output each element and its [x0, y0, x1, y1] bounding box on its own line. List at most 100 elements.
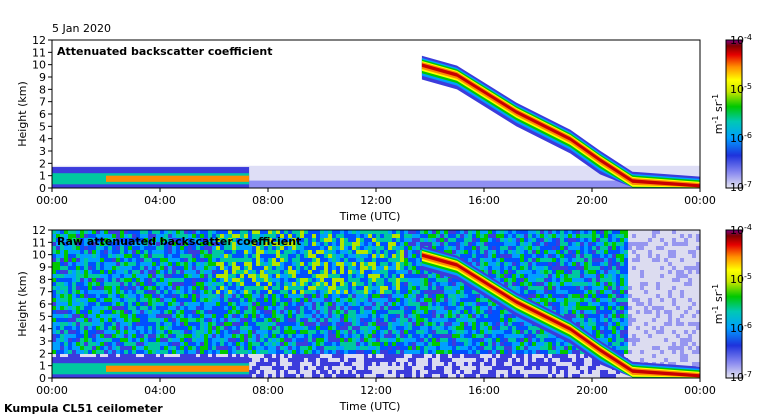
noise-cell	[232, 318, 236, 322]
noise-cell	[248, 358, 252, 362]
noise-cell	[96, 342, 100, 346]
noise-cell	[252, 374, 256, 378]
noise-cell	[64, 262, 68, 266]
noise-cell	[136, 294, 140, 298]
noise-cell	[204, 278, 208, 282]
noise-cell	[344, 370, 348, 374]
noise-cell	[148, 270, 152, 274]
noise-cell	[196, 326, 200, 330]
noise-cell	[328, 230, 332, 234]
noise-cell	[156, 266, 160, 270]
noise-cell	[64, 294, 68, 298]
noise-cell	[544, 238, 548, 242]
noise-cell	[236, 278, 240, 282]
noise-cell	[164, 302, 168, 306]
noise-cell	[108, 318, 112, 322]
noise-cell	[252, 230, 256, 234]
noise-cell	[72, 286, 76, 290]
noise-cell	[288, 362, 292, 366]
noise-cell	[80, 230, 84, 234]
noise-cell	[212, 354, 216, 358]
noise-cell	[296, 254, 300, 258]
noise-cell	[268, 342, 272, 346]
noise-cell	[288, 374, 292, 378]
noise-cell	[552, 242, 556, 246]
noise-cell	[396, 354, 400, 358]
noise-cell	[152, 278, 156, 282]
noise-cell	[100, 306, 104, 310]
noise-cell	[292, 366, 296, 370]
noise-cell	[532, 338, 536, 342]
noise-cell	[552, 374, 556, 378]
noise-cell	[368, 318, 372, 322]
noise-cell	[156, 286, 160, 290]
noise-cell	[368, 314, 372, 318]
noise-cell	[76, 338, 80, 342]
noise-cell	[484, 230, 488, 234]
noise-cell	[160, 274, 164, 278]
noise-cell	[348, 246, 352, 250]
noise-cell	[192, 306, 196, 310]
noise-cell	[436, 370, 440, 374]
noise-cell	[568, 234, 572, 238]
noise-cell	[356, 306, 360, 310]
noise-cell	[580, 270, 584, 274]
noise-cell	[184, 346, 188, 350]
noise-cell	[284, 298, 288, 302]
noise-cell	[212, 346, 216, 350]
noise-cell	[236, 342, 240, 346]
noise-cell	[524, 278, 528, 282]
noise-cell	[548, 358, 552, 362]
noise-cell	[332, 346, 336, 350]
noise-cell	[188, 302, 192, 306]
noise-cell	[576, 246, 580, 250]
y-tick-label: 5	[39, 120, 46, 133]
noise-cell	[492, 270, 496, 274]
noise-cell	[228, 310, 232, 314]
noise-cell	[232, 326, 236, 330]
noise-cell	[364, 358, 368, 362]
noise-cell	[272, 342, 276, 346]
noise-cell	[404, 330, 408, 334]
noise-cell	[112, 278, 116, 282]
noise-cell	[440, 338, 444, 342]
noise-cell	[308, 358, 312, 362]
noise-cell	[252, 318, 256, 322]
noise-cell	[524, 370, 528, 374]
noise-cell	[72, 294, 76, 298]
noise-cell	[460, 282, 464, 286]
noise-cell	[556, 238, 560, 242]
noise-cell	[228, 294, 232, 298]
noise-cell	[268, 346, 272, 350]
noise-cell	[524, 262, 528, 266]
noise-cell	[316, 358, 320, 362]
noise-cell	[296, 250, 300, 254]
noise-cell	[56, 334, 60, 338]
surface-layer	[52, 180, 700, 188]
noise-cell	[508, 322, 512, 326]
noise-cell	[332, 322, 336, 326]
noise-cell	[440, 278, 444, 282]
noise-cell	[456, 370, 460, 374]
noise-cell	[228, 254, 232, 258]
noise-cell	[252, 246, 256, 250]
noise-cell	[172, 346, 176, 350]
noise-cell	[384, 326, 388, 330]
noise-cell	[548, 262, 552, 266]
noise-cell	[280, 274, 284, 278]
noise-cell	[92, 246, 96, 250]
noise-cell	[392, 366, 396, 370]
noise-cell	[192, 250, 196, 254]
noise-cell	[356, 302, 360, 306]
noise-cell	[316, 234, 320, 238]
noise-cell	[180, 234, 184, 238]
noise-cell	[352, 250, 356, 254]
noise-cell	[128, 318, 132, 322]
noise-cell	[232, 258, 236, 262]
noise-cell	[340, 346, 344, 350]
noise-cell	[184, 318, 188, 322]
noise-cell	[192, 342, 196, 346]
noise-cell	[184, 302, 188, 306]
noise-cell	[144, 330, 148, 334]
noise-cell	[196, 258, 200, 262]
